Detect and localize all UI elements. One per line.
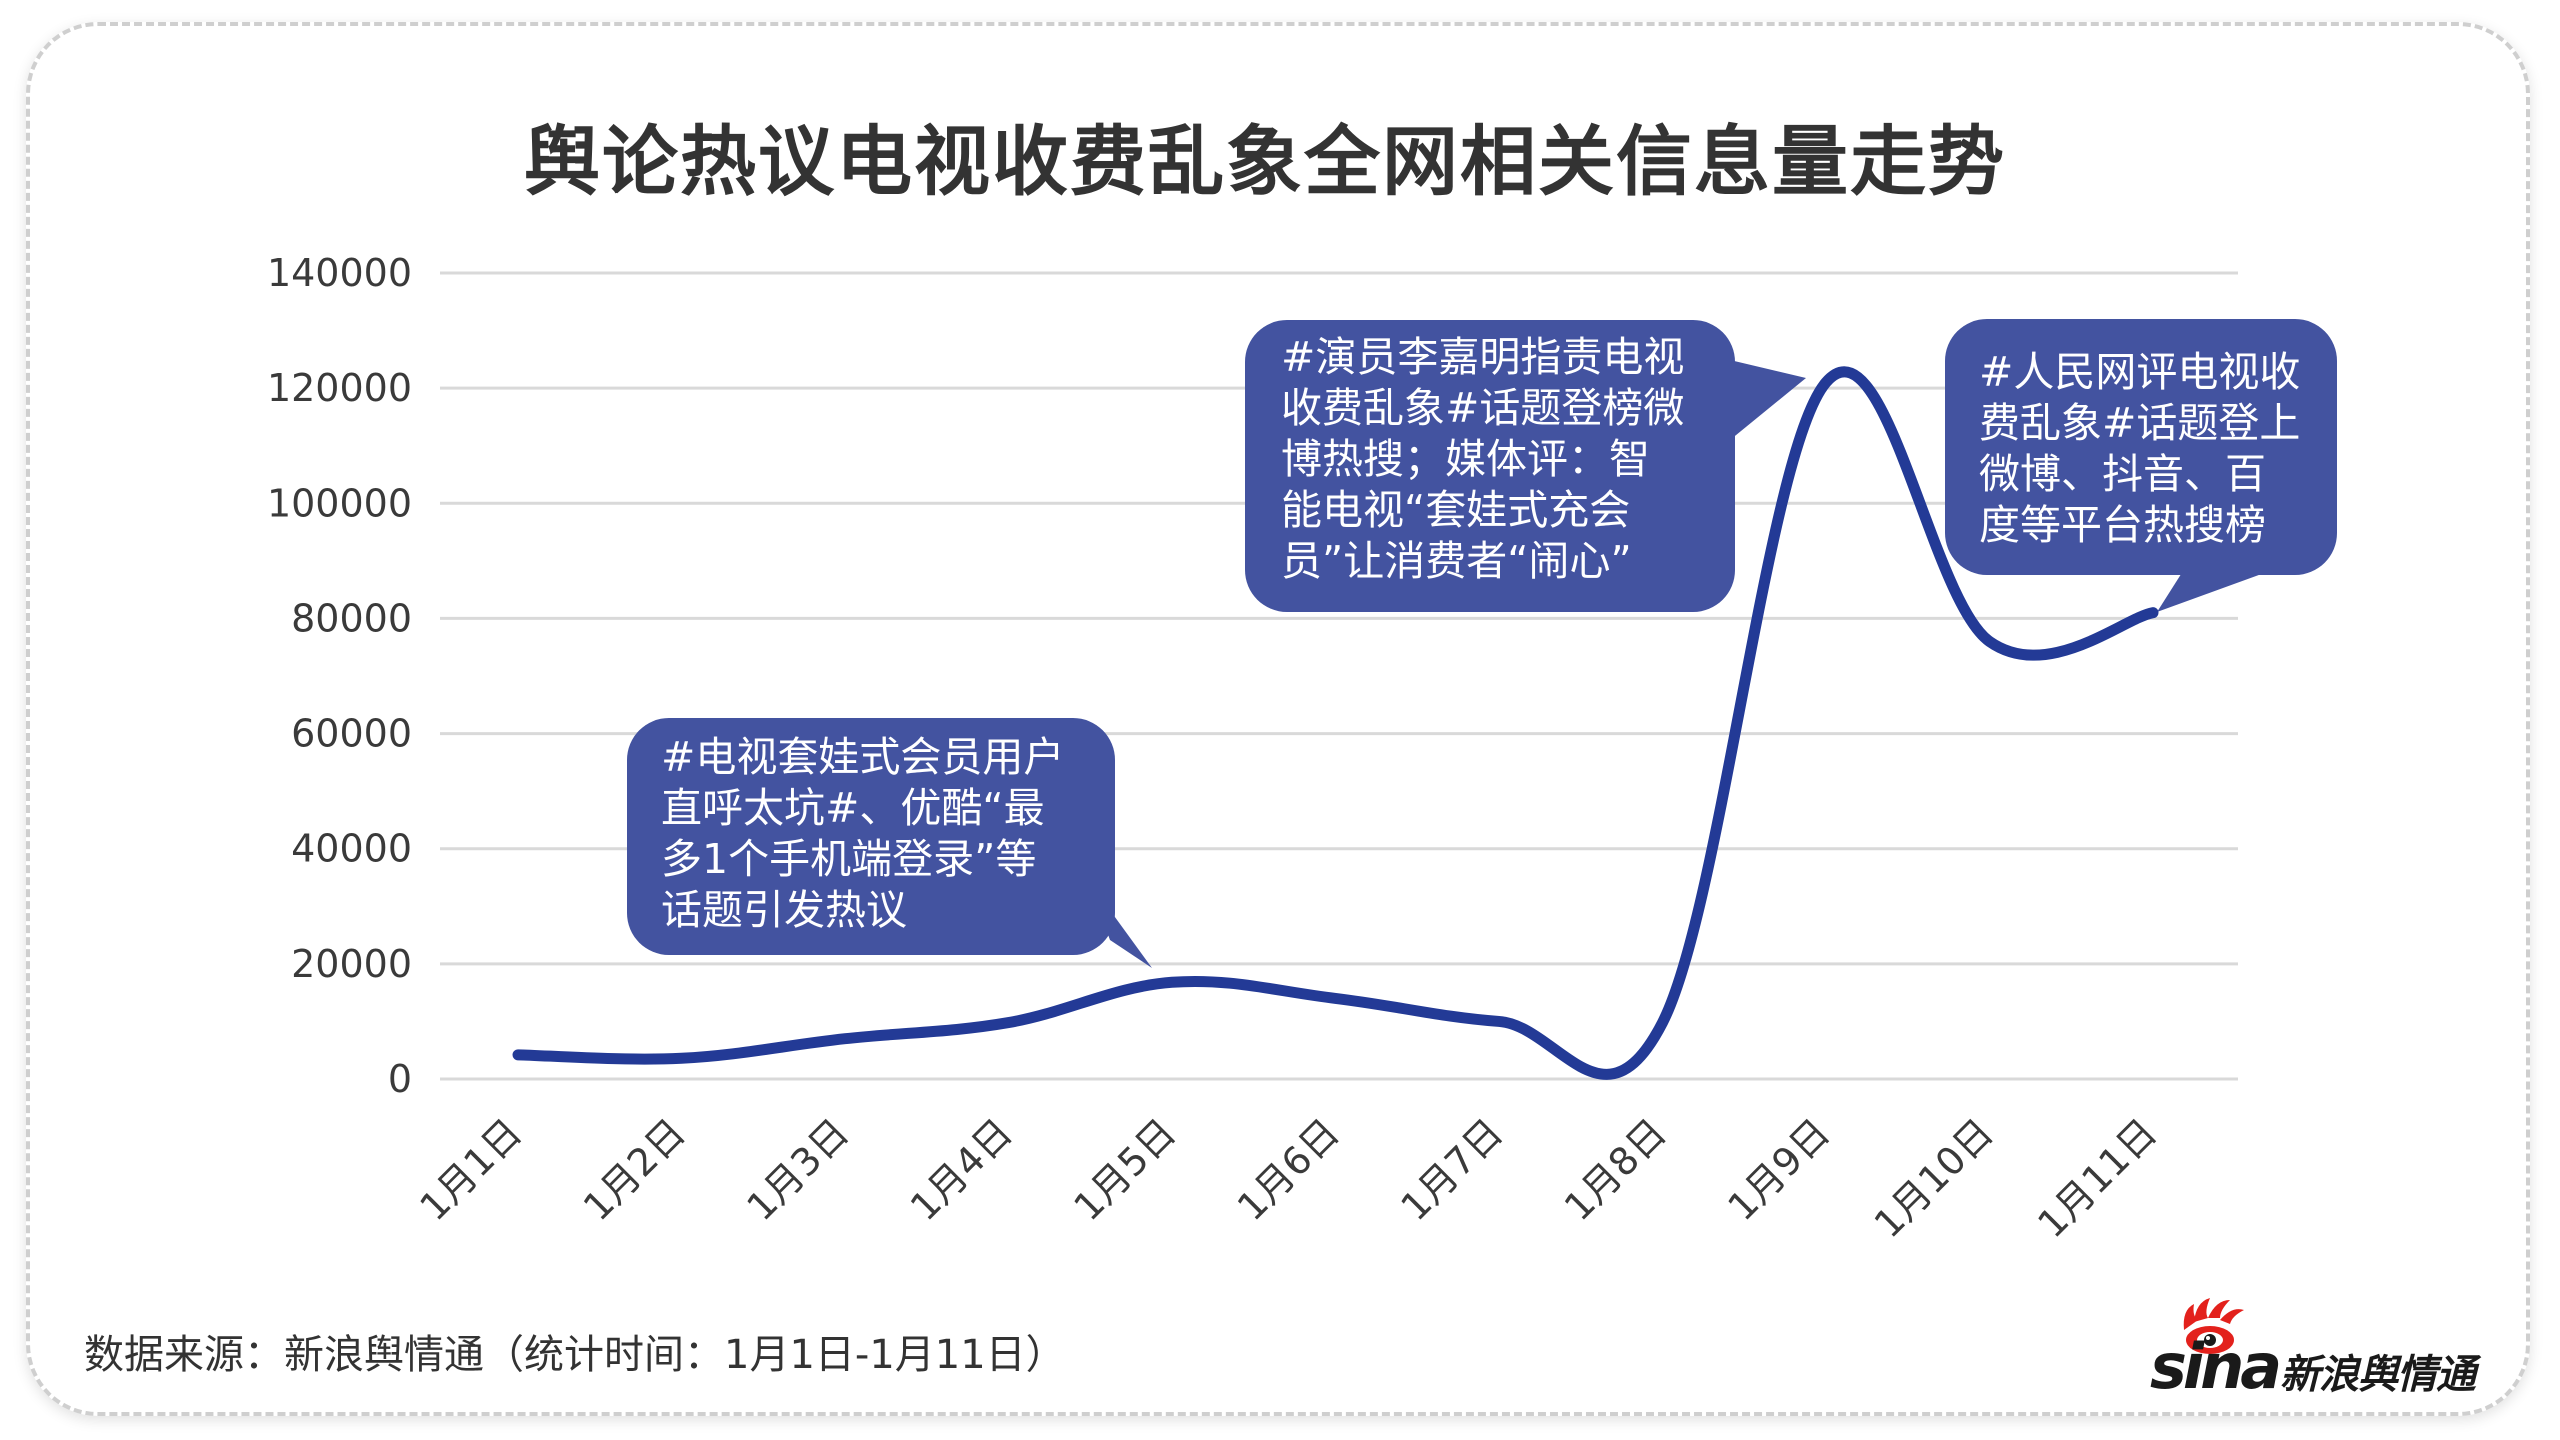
data-source-note: 数据来源：新浪舆情通（统计时间：1月1日-1月11日） [84,1332,1066,1378]
x-axis-labels: 1月1日 1月2日 1月3日 1月4日 1月5日 1月6日 1月7日 1月8日 1月9日 1月10… [411,1110,2165,1246]
pointer-jan9 [1730,360,1806,440]
chart-card [26,22,2530,1416]
x-tick-label: 1月3日 [738,1110,857,1229]
annotation-bubble-jan5: #电视套娃式会员用户 直呼太坑#、优酷“最 多1个手机端登录”等 话题引发热议 [627,718,1115,955]
y-tick-label: 20000 [291,942,412,986]
x-tick-label: 1月10日 [1866,1110,2002,1246]
y-tick-label: 0 [388,1057,412,1101]
x-tick-label: 1月4日 [902,1110,1021,1229]
yuqingtong-wordmark: 新浪舆情通 [2280,1352,2476,1398]
y-tick-label: 120000 [267,366,412,410]
y-tick-label: 100000 [267,481,412,525]
y-axis-labels: 0 20000 40000 60000 80000 100000 120000 140000 [267,251,412,1101]
series-line [512,366,2159,1080]
x-tick-label: 1月2日 [575,1110,694,1229]
y-tick-label: 60000 [291,712,412,756]
x-tick-label: 1月8日 [1556,1110,1675,1229]
x-tick-label: 1月9日 [1719,1110,1838,1229]
x-tick-label: 1月7日 [1392,1110,1511,1229]
y-tick-label: 40000 [291,827,412,871]
annotation-bubble-jan11: #人民网评电视收 费乱象#话题登上 微博、抖音、百 度等平台热搜榜 [1945,319,2337,575]
chart-title: 舆论热议电视收费乱象全网相关信息量走势 [524,117,2006,206]
sina-eye-icon [2183,1298,2244,1354]
x-tick-label: 1月5日 [1065,1110,1184,1229]
sina-yuqingtong-logo: sina 新浪舆情通 [2150,1298,2480,1403]
y-tick-label: 80000 [291,596,412,640]
x-tick-label: 1月6日 [1229,1110,1348,1229]
x-tick-label: 1月11日 [2029,1110,2165,1246]
sina-wordmark: sina [2150,1330,2282,1403]
y-tick-label: 140000 [267,251,412,295]
annotation-bubble-jan9: #演员李嘉明指责电视 收费乱象#话题登榜微 博热搜；媒体评：智 能电视“套娃式充… [1245,320,1735,612]
x-tick-label: 1月1日 [411,1110,530,1229]
